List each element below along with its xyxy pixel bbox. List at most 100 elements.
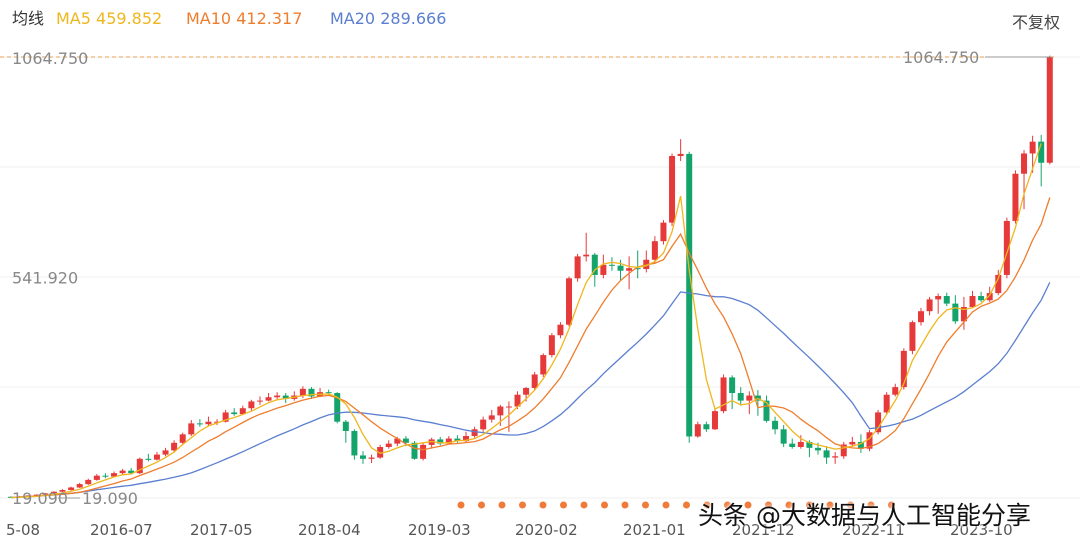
candle-body	[1038, 141, 1045, 163]
candle-body	[85, 479, 92, 485]
candle-body	[548, 335, 555, 356]
legend-ma20-name: MA20	[330, 9, 376, 28]
candle-body	[402, 438, 409, 443]
event-dot	[765, 501, 772, 509]
candle-body	[342, 421, 349, 431]
candle-body	[463, 436, 470, 442]
candle-body	[918, 311, 925, 323]
candle-body	[797, 441, 804, 448]
candle-body	[952, 303, 959, 322]
candle-body	[978, 296, 985, 301]
candle-body	[42, 493, 49, 495]
candle-body	[437, 439, 444, 444]
x-tick-label: 2020-02	[515, 521, 578, 539]
candle-body	[960, 306, 967, 322]
candle-body	[411, 442, 418, 459]
candle-body	[557, 324, 564, 336]
candle-body	[480, 419, 487, 430]
ma5-line	[10, 143, 1042, 499]
candle-body	[634, 268, 641, 270]
legend-ma20[interactable]: MA20 289.666	[330, 9, 446, 29]
candle-body	[677, 153, 684, 157]
candle-body	[651, 241, 658, 260]
candle-body	[162, 450, 169, 455]
legend-ma5[interactable]: MA5 459.852	[56, 9, 162, 29]
candle-body	[617, 265, 624, 271]
x-tick-label: 2017-05	[190, 521, 253, 539]
candle-body	[1021, 153, 1028, 174]
candle-body	[1003, 220, 1010, 275]
price-markers: 1064.750 541.920 19.090 1064.750 19.090	[0, 48, 1054, 508]
candle-body	[900, 350, 907, 388]
event-dot	[478, 501, 485, 509]
event-dot	[560, 501, 567, 509]
candle-body	[214, 421, 221, 423]
event-dot	[724, 501, 731, 509]
candle-body	[248, 401, 255, 409]
candle-body	[943, 296, 950, 304]
candle-body	[669, 156, 676, 223]
candle-body	[883, 394, 890, 413]
x-tick-label: 2023-10	[950, 521, 1013, 539]
y-label-max: 1064.750	[12, 49, 88, 68]
candle-body	[136, 458, 143, 474]
event-dot	[662, 501, 670, 509]
candle-body	[694, 424, 701, 437]
candle-body	[806, 441, 813, 448]
candle-body	[729, 377, 736, 394]
candle-body	[720, 377, 727, 412]
candle-body	[686, 153, 693, 437]
candle-body	[308, 388, 315, 397]
event-dot	[847, 501, 854, 509]
candle-body	[505, 406, 512, 408]
event-dot	[867, 501, 875, 509]
candle-body	[566, 278, 573, 325]
event-dot	[621, 501, 629, 509]
event-dot	[498, 501, 506, 509]
ma20-line	[10, 282, 1051, 499]
candle-body	[282, 395, 289, 399]
x-tick-label: 2021-01	[623, 521, 686, 539]
candle-body	[849, 441, 856, 445]
legend-ma10[interactable]: MA10 412.317	[186, 9, 302, 29]
candle-body	[119, 470, 126, 474]
event-dot	[519, 501, 526, 509]
candle-body	[102, 475, 109, 477]
candle-body	[256, 400, 263, 402]
grid-lines	[0, 56, 1080, 499]
candle-body	[299, 388, 306, 396]
candle-body	[111, 473, 118, 477]
candle-body	[179, 434, 186, 443]
candle-body	[660, 222, 667, 242]
candle-body	[205, 421, 212, 425]
legend-ma10-value: 412.317	[236, 9, 303, 28]
candle-body	[274, 395, 281, 398]
event-dot	[826, 501, 834, 509]
candle-body	[531, 374, 538, 388]
candle-body	[377, 447, 384, 458]
min-marker-label: 19.090	[82, 489, 138, 508]
candle-body	[892, 387, 899, 395]
event-dot	[683, 501, 690, 509]
candle-body	[351, 430, 358, 456]
event-dot	[539, 501, 547, 509]
chart-header: 均线 MA5 459.852 MA10 412.317 MA20 289.666…	[0, 0, 1080, 36]
candle-body	[1046, 57, 1053, 163]
candle-body	[763, 400, 770, 421]
candle-body	[93, 475, 100, 480]
candle-body	[334, 393, 341, 422]
ma10-line	[10, 197, 1051, 499]
candle-body	[823, 450, 830, 458]
adjust-mode-toggle[interactable]: 不复权	[1011, 13, 1060, 32]
event-dot	[785, 501, 793, 509]
legend-ma20-value: 289.666	[380, 9, 447, 28]
candle-body	[222, 412, 229, 422]
candle-body	[780, 429, 787, 444]
x-tick-label: 2016-07	[90, 521, 153, 539]
x-tick-label: 2022-11	[842, 521, 905, 539]
event-dot	[703, 501, 711, 509]
candle-body	[68, 487, 75, 491]
event-dot	[580, 501, 588, 509]
candle-body	[497, 406, 504, 416]
